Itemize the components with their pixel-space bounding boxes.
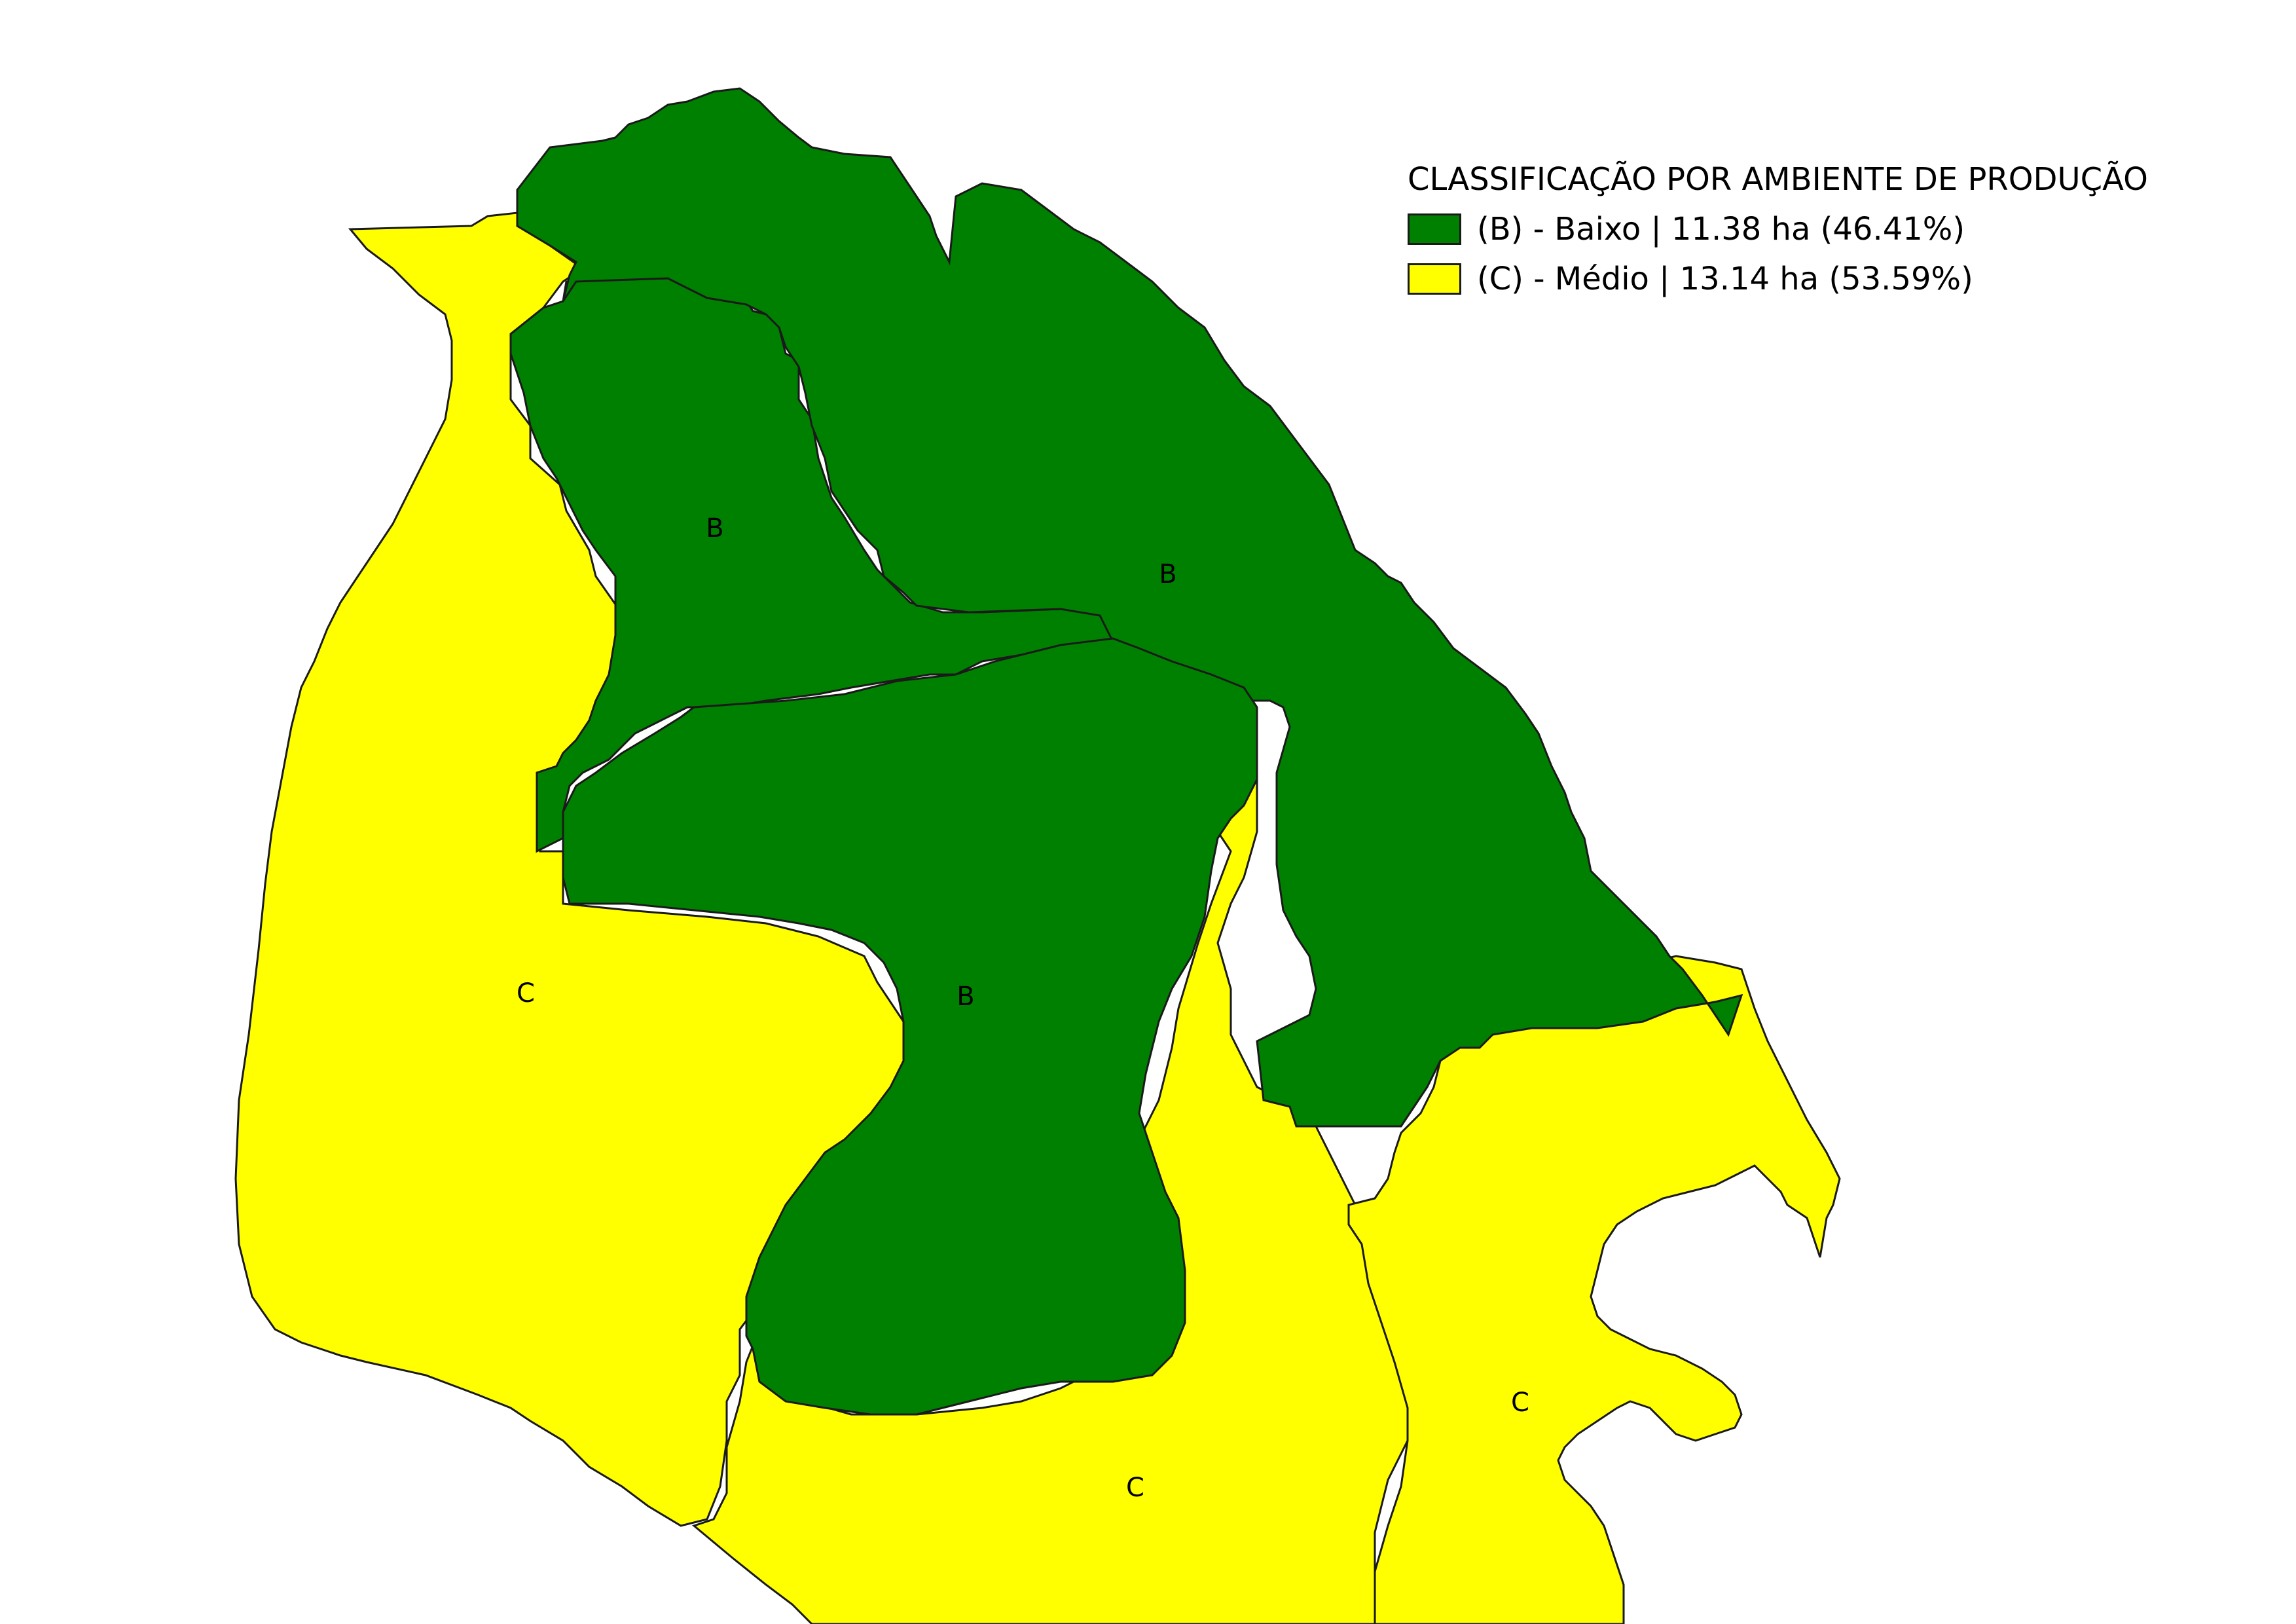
legend-item-c: (C) - Médio | 13.14 ha (53.59%) [1408, 254, 2148, 304]
legend-label-b: (B) - Baixo | 11.38 ha (46.41%) [1477, 211, 1965, 248]
zone-b-northeast[interactable] [516, 87, 1743, 1128]
legend-swatch-c [1408, 263, 1461, 295]
zone-c-east[interactable] [1347, 955, 1841, 1624]
legend-item-b: (B) - Baixo | 11.38 ha (46.41%) [1408, 204, 2148, 254]
legend-swatch-b [1408, 213, 1461, 245]
zone-label-b-northwest: B [706, 513, 723, 544]
zone-label-b-central: B [957, 982, 974, 1012]
legend-label-c: (C) - Médio | 13.14 ha (53.59%) [1477, 261, 1973, 297]
zone-label-c-west: C [517, 978, 535, 1008]
zone-label-c-east: C [1511, 1388, 1529, 1418]
legend-title: CLASSIFICAÇÃO POR AMBIENTE DE PRODUÇÃO [1408, 161, 2148, 198]
zone-c-west[interactable] [234, 212, 905, 1527]
zone-b-central[interactable] [562, 637, 1258, 1416]
zone-label-b-northeast: B [1159, 559, 1176, 589]
zone-label-c-south: C [1126, 1473, 1144, 1503]
map-legend: CLASSIFICAÇÃO POR AMBIENTE DE PRODUÇÃO (… [1408, 157, 2148, 304]
